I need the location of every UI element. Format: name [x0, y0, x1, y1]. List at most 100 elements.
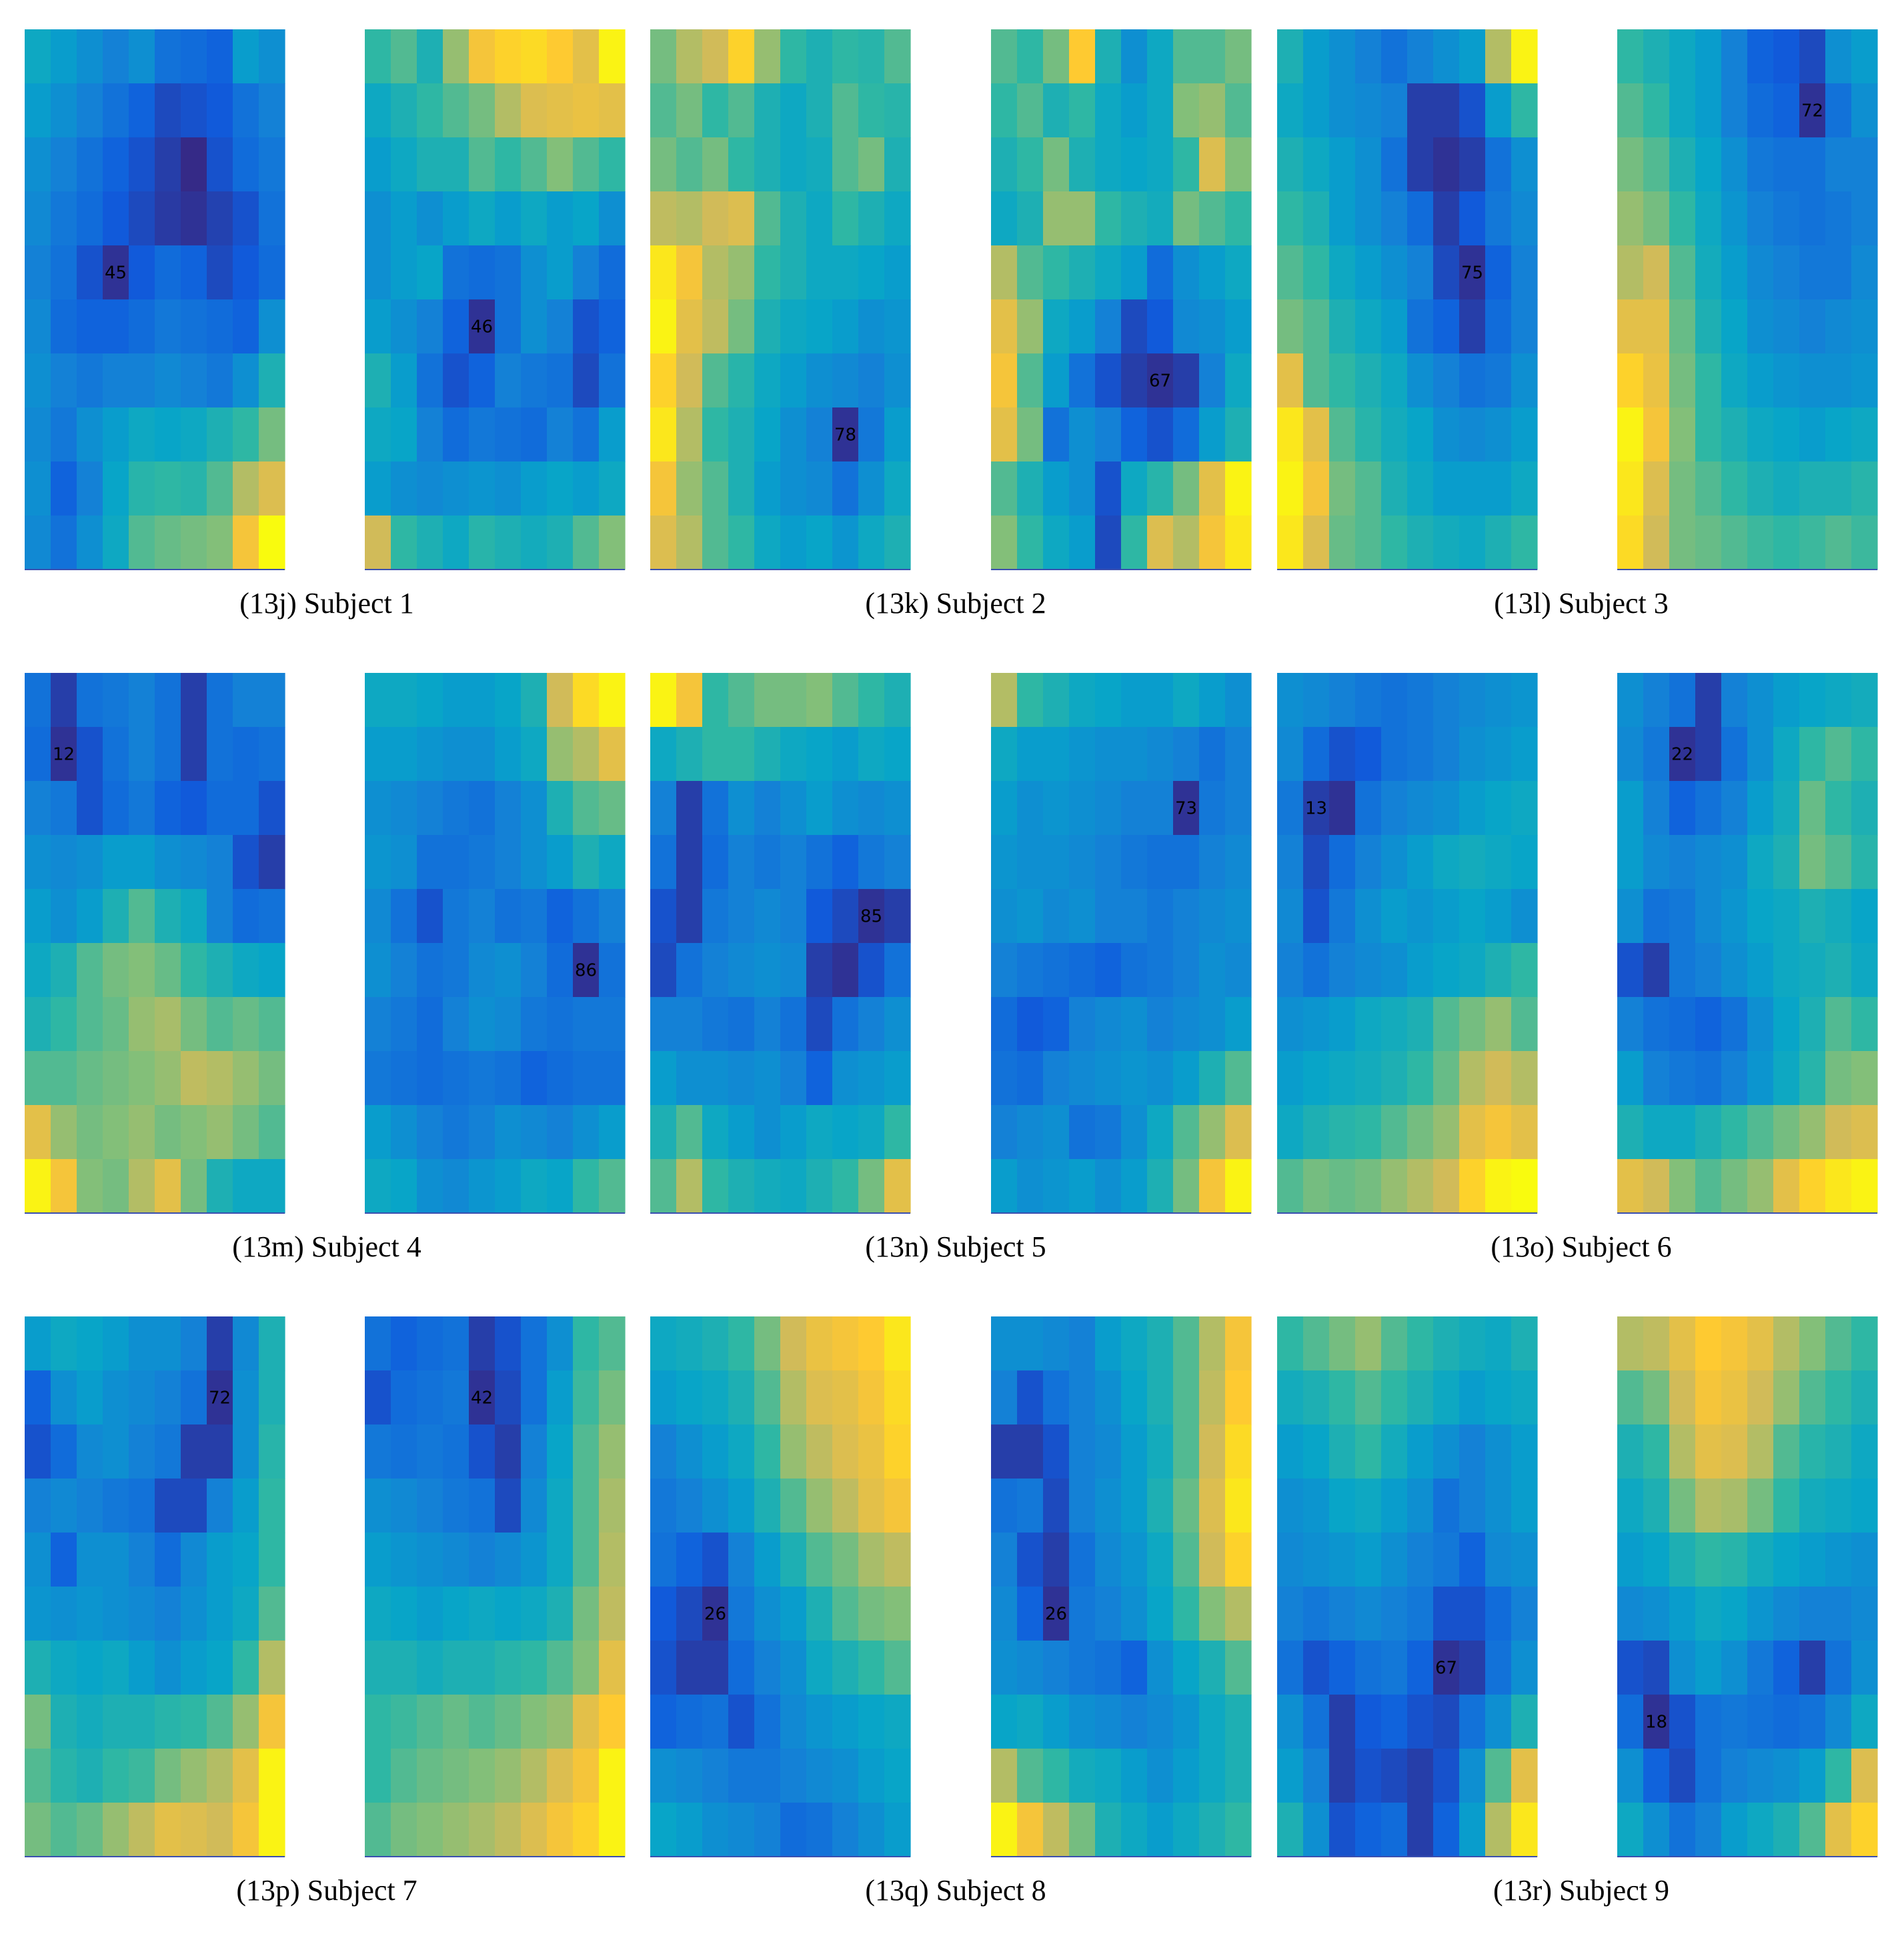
heatmap-cell — [1147, 1370, 1174, 1425]
heatmap-cell — [1173, 461, 1200, 516]
heatmap-cell — [417, 673, 443, 728]
heatmap-cell — [754, 673, 781, 728]
heatmap-cell — [1173, 299, 1200, 354]
heatmap-cell — [391, 1159, 417, 1214]
heatmap-cell — [1459, 727, 1486, 782]
heatmap-cell — [1825, 1316, 1852, 1371]
heatmap-cell — [521, 137, 548, 192]
heatmap-cell — [806, 781, 833, 836]
heatmap-cell — [650, 835, 677, 890]
heatmap-cell — [1199, 1695, 1226, 1749]
heatmap-cell — [51, 1370, 77, 1425]
heatmap-cell — [495, 1749, 522, 1803]
heatmap-cell — [129, 1159, 155, 1214]
heatmap-cell — [521, 299, 548, 354]
heatmap-cell — [1355, 1105, 1382, 1160]
heatmap-cell — [754, 83, 781, 138]
heatmap-cell — [391, 191, 417, 246]
heatmap-cell — [832, 835, 859, 890]
heatmap-cell — [676, 1749, 703, 1803]
heatmap-cell — [1511, 1587, 1538, 1641]
heatmap-cell — [1747, 407, 1774, 462]
heatmap-cell — [521, 1370, 548, 1425]
heatmap-cell — [1303, 516, 1330, 570]
heatmap-cell — [1459, 516, 1486, 570]
heatmap-cell — [365, 781, 391, 836]
heatmap-cell — [181, 191, 207, 246]
heatmap-cell — [1825, 781, 1852, 836]
heatmap-cell — [1017, 516, 1044, 570]
heatmap-cell — [858, 673, 885, 728]
heatmap-cell — [1695, 516, 1722, 570]
heatmap-cell — [1799, 1587, 1826, 1641]
heatmap-cell — [1277, 191, 1304, 246]
heatmap-cell — [1173, 1533, 1200, 1587]
heatmap-cell — [155, 1370, 181, 1425]
caption-subject-6: (13o) Subject 6 — [1491, 1230, 1671, 1263]
heatmap-cell — [417, 1641, 443, 1695]
heatmap-cell — [1303, 997, 1330, 1052]
heatmap-cell — [1225, 353, 1252, 408]
heatmap-cell — [1147, 191, 1174, 246]
heatmap-cell — [599, 673, 626, 728]
heatmap-cell — [1225, 1316, 1252, 1371]
heatmap-cell — [858, 299, 885, 354]
heatmap-cell — [1459, 83, 1486, 138]
heatmap-cell — [1747, 1316, 1774, 1371]
heatmap-cell — [181, 353, 207, 408]
heatmap-cell — [129, 516, 155, 570]
heatmap-cell — [103, 353, 129, 408]
heatmap-cell — [1355, 83, 1382, 138]
heatmap-subject-8-left: 26 — [650, 1316, 911, 1857]
heatmap-cell — [1825, 407, 1852, 462]
heatmap-cell — [1147, 1749, 1174, 1803]
heatmap-cell — [1069, 1370, 1096, 1425]
heatmap-cell — [599, 1424, 626, 1479]
heatmap-cell — [1277, 516, 1304, 570]
heatmap-cell — [1329, 1533, 1356, 1587]
heatmap-cell — [1303, 1749, 1330, 1803]
heatmap-cell — [391, 1316, 417, 1371]
heatmap-cell — [495, 245, 522, 300]
heatmap-cell — [676, 407, 703, 462]
heatmap-cell — [129, 997, 155, 1052]
heatmap-cell — [207, 997, 233, 1052]
heatmap-cell — [1721, 835, 1748, 890]
heatmap-cell — [1799, 1105, 1826, 1160]
heatmap-cell — [77, 1803, 103, 1857]
heatmap-cell — [391, 1479, 417, 1533]
heatmap-cell — [1433, 1105, 1460, 1160]
heatmap-cell — [832, 191, 859, 246]
heatmap-cell — [991, 461, 1018, 516]
heatmap-cell — [443, 1749, 469, 1803]
heatmap-cell — [391, 1533, 417, 1587]
heatmap-cell — [806, 1051, 833, 1106]
heatmap-cell — [469, 1051, 496, 1106]
heatmap-cell — [391, 1424, 417, 1479]
heatmap-cell — [365, 29, 391, 84]
heatmap-cell — [1121, 245, 1148, 300]
heatmap-cell — [1225, 83, 1252, 138]
heatmap-cell — [521, 673, 548, 728]
heatmap-cell — [547, 1370, 574, 1425]
heatmap-cell — [1511, 997, 1538, 1052]
heatmap-cell — [233, 191, 259, 246]
heatmap-cell — [702, 889, 729, 944]
heatmap-cell — [129, 1803, 155, 1857]
heatmap-cell — [1303, 353, 1330, 408]
heatmap-cell — [991, 1641, 1018, 1695]
heatmap-cell — [702, 299, 729, 354]
heatmap-cell — [1485, 137, 1512, 192]
heatmap-cell — [1669, 1479, 1696, 1533]
heatmap-cell — [1721, 299, 1748, 354]
heatmap-cell — [155, 299, 181, 354]
heatmap-cell — [181, 781, 207, 836]
heatmap-cell — [1669, 407, 1696, 462]
heatmap-cell — [521, 407, 548, 462]
heatmap-cell — [728, 1695, 755, 1749]
heatmap-cell — [1199, 1159, 1226, 1214]
heatmap-cell — [1095, 1370, 1122, 1425]
heatmap-cell — [1669, 1105, 1696, 1160]
heatmap-cell — [1069, 1803, 1096, 1857]
heatmap-cell — [1173, 997, 1200, 1052]
